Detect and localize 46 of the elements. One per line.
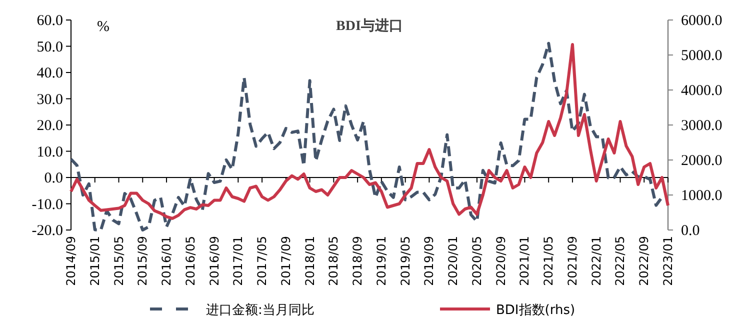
- x-tick-label: 2015/01: [88, 236, 102, 286]
- x-tick-label: 2021/01: [518, 236, 532, 286]
- legend-label: 进口金额:当月同比: [206, 303, 314, 318]
- x-tick-label: 2020/09: [494, 236, 508, 286]
- y-tick-label: -10.0: [32, 196, 63, 213]
- x-tick-label: 2014/09: [64, 236, 78, 286]
- x-tick-label: 2017/09: [278, 236, 293, 286]
- y2-tick-label: 6000.0: [681, 13, 722, 29]
- y2-tick-label: 2000.0: [681, 153, 722, 169]
- y2-tick-label: 0.0: [681, 223, 700, 239]
- legend-label: BDI指数(rhs): [496, 303, 576, 318]
- x-tick-label: 2021/05: [542, 236, 556, 286]
- x-tick-label: 2021/09: [565, 236, 580, 286]
- y-tick-label: 60.0: [36, 13, 63, 29]
- y-tick-label: 20.0: [36, 118, 63, 134]
- x-tick-label: 2022/09: [637, 236, 652, 286]
- x-tick-label: 2022/01: [589, 236, 604, 286]
- y-axis-title: %: [97, 19, 110, 35]
- y-tick-label: 40.0: [36, 66, 63, 82]
- x-tick-label: 2022/05: [613, 236, 628, 286]
- y2-tick-label: 4000.0: [681, 83, 722, 99]
- chart-title: BDI与进口: [336, 18, 403, 34]
- x-tick-label: 2016/09: [207, 236, 222, 286]
- y2-tick-label: 3000.0: [681, 118, 722, 134]
- x-tick-label: 2018/01: [302, 236, 317, 286]
- x-tick-label: 2016/05: [183, 236, 198, 286]
- x-tick-label: 2018/05: [326, 236, 341, 286]
- y2-tick-label: 5000.0: [681, 48, 722, 64]
- x-tick-label: 2018/09: [350, 236, 365, 286]
- x-tick-label: 2016/01: [160, 236, 174, 286]
- x-tick-label: 2019/01: [374, 236, 388, 286]
- x-tick-label: 2017/01: [231, 236, 246, 286]
- y-tick-label: 10.0: [36, 144, 63, 160]
- y-tick-label: 50.0: [36, 39, 63, 56]
- x-tick-label: 2023/01: [661, 236, 675, 286]
- y-tick-label: 0.0: [44, 170, 63, 186]
- y2-tick-label: 1000.0: [681, 188, 722, 204]
- x-tick-label: 2019/05: [398, 236, 412, 286]
- x-tick-label: 2015/09: [136, 236, 150, 286]
- y-tick-label: -20.0: [32, 223, 63, 239]
- y-tick-label: 30.0: [36, 92, 63, 108]
- x-tick-label: 2020/01: [446, 236, 460, 286]
- x-tick-label: 2020/05: [470, 236, 484, 286]
- x-tick-label: 2015/05: [112, 236, 126, 286]
- x-tick-label: 2019/09: [422, 236, 436, 286]
- x-tick-label: 2017/05: [255, 236, 270, 286]
